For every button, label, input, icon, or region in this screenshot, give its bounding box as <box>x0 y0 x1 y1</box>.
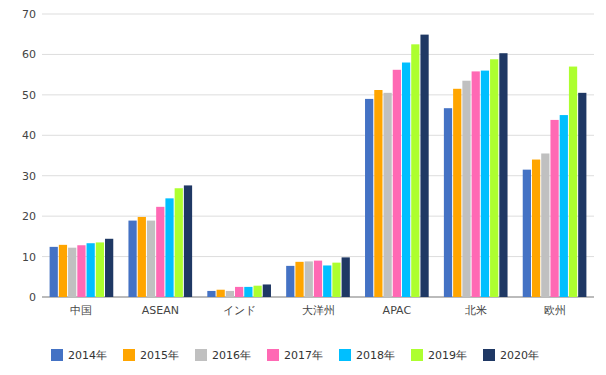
bar <box>128 221 136 297</box>
bar <box>207 291 215 297</box>
series <box>105 35 586 297</box>
bar <box>462 81 470 297</box>
bar <box>444 108 452 297</box>
bar <box>365 99 373 297</box>
bar <box>402 63 410 297</box>
bar <box>244 287 252 297</box>
bar <box>342 257 350 297</box>
bar <box>235 287 243 297</box>
x-tick-label: 大洋州 <box>302 304 335 317</box>
chart: 0 10 20 30 40 50 60 70 中国 ASEAN インド 大洋州 APAC 北米 欧州 2014… <box>0 0 606 375</box>
bar <box>68 248 76 297</box>
bar <box>147 221 155 297</box>
bar <box>578 93 586 297</box>
bar <box>314 261 322 297</box>
legend-swatch <box>411 349 423 361</box>
legend-label: 2019年 <box>428 349 467 362</box>
bar <box>263 284 271 297</box>
y-tick-label: 20 <box>22 210 36 223</box>
y-tick-label: 30 <box>22 170 36 183</box>
chart-container: 0 10 20 30 40 50 60 70 中国 ASEAN インド 大洋州 APAC 北米 欧州 2014… <box>0 0 606 375</box>
y-tick-label: 0 <box>29 291 36 304</box>
bar <box>96 242 104 297</box>
y-tick-label: 50 <box>22 89 36 102</box>
bar <box>490 59 498 297</box>
bar <box>253 286 261 297</box>
bar <box>305 261 313 297</box>
bar <box>286 266 294 297</box>
page: {"chart_data": {"type": "bar", "categori… <box>0 0 606 375</box>
bar <box>175 188 183 297</box>
bar <box>472 71 480 297</box>
y-axis: 0 10 20 30 40 50 60 70 <box>22 8 594 304</box>
legend-label: 2016年 <box>212 349 251 362</box>
bars <box>50 35 587 297</box>
x-tick-label: APAC <box>383 304 412 317</box>
grid-line <box>42 175 594 176</box>
bar <box>87 243 95 297</box>
bar <box>569 67 577 297</box>
bar <box>523 170 531 297</box>
bar <box>138 217 146 297</box>
legend-swatch <box>123 349 135 361</box>
bar <box>560 115 568 297</box>
x-tick-label: 欧州 <box>544 304 566 317</box>
legend-label: 2017年 <box>284 349 323 362</box>
grid-line <box>42 135 594 136</box>
bar <box>295 262 303 297</box>
x-axis: 中国 ASEAN インド 大洋州 APAC 北米 欧州 <box>70 304 565 317</box>
series <box>96 44 577 297</box>
bar <box>59 245 67 297</box>
bar <box>532 160 540 297</box>
legend-swatch <box>267 349 279 361</box>
bar <box>453 89 461 297</box>
bar <box>411 44 419 297</box>
legend-swatch <box>483 349 495 361</box>
x-tick-label: ASEAN <box>142 304 179 317</box>
legend-swatch <box>51 349 63 361</box>
legend-label: 2015年 <box>140 349 179 362</box>
bar <box>184 185 192 297</box>
legend-swatch <box>195 349 207 361</box>
y-tick-label: 60 <box>22 48 36 61</box>
x-tick-label: 北米 <box>465 304 487 317</box>
grid-line <box>42 94 594 95</box>
bar <box>323 265 331 297</box>
bar <box>420 35 428 297</box>
legend-label: 2018年 <box>356 349 395 362</box>
series <box>77 70 558 297</box>
bar <box>156 207 164 297</box>
bar <box>165 198 173 297</box>
bar <box>384 93 392 297</box>
grid-line <box>42 54 594 55</box>
bar <box>226 291 234 297</box>
y-tick-label: 10 <box>22 251 36 264</box>
bar <box>105 239 113 297</box>
y-tick-label: 40 <box>22 129 36 142</box>
legend-label: 2020年 <box>500 349 539 362</box>
bar <box>499 53 507 297</box>
x-tick-label: 中国 <box>70 304 92 317</box>
bar <box>541 153 549 297</box>
bar <box>374 90 382 297</box>
legend-label: 2014年 <box>68 349 107 362</box>
grid-line <box>42 216 594 217</box>
bar <box>550 120 558 297</box>
bar <box>481 71 489 297</box>
grid-line <box>42 256 594 257</box>
bar <box>217 290 225 297</box>
bar <box>50 247 58 297</box>
grid-line <box>42 14 594 15</box>
bar <box>332 263 340 297</box>
x-tick-label: インド <box>223 304 256 317</box>
y-tick-label: 70 <box>22 8 36 21</box>
bar <box>393 70 401 297</box>
legend-swatch <box>339 349 351 361</box>
bar <box>77 245 85 297</box>
legend: 2014年 2015年 2016年 2017年 2018年 2019年 2020年 <box>51 349 539 362</box>
